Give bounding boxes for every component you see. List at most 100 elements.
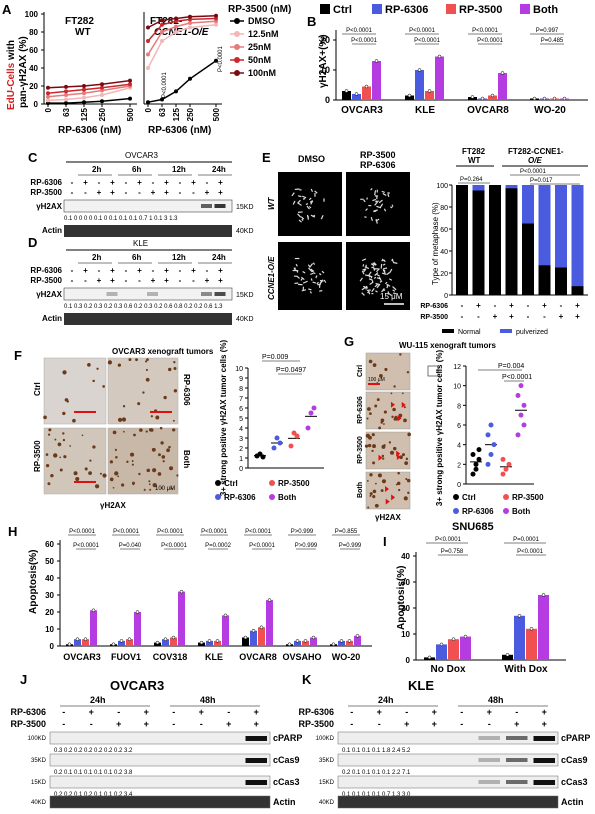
chromosome (309, 291, 312, 294)
chromosome (314, 190, 318, 194)
chromosome (393, 292, 397, 295)
h-point (295, 639, 300, 643)
chromosome (318, 284, 321, 288)
g-legend-label: RP-3500 (512, 493, 544, 502)
i-point (427, 655, 432, 660)
chromosome (308, 197, 312, 201)
a-ytick-label: 0 (34, 100, 39, 109)
chromosome (382, 263, 386, 266)
blot-sign: - (125, 188, 128, 197)
panel-a-legend-title: RP-3500 (nM) (228, 4, 291, 15)
f-point (305, 425, 311, 431)
ihc-stain-dot (372, 461, 376, 465)
ihc-stain-dot (109, 477, 114, 482)
f-point (260, 454, 266, 460)
chromosome (308, 205, 312, 209)
chromosome (294, 282, 299, 285)
chromosome (316, 281, 319, 285)
a-xtick-label: 63 (62, 107, 71, 116)
b-point (500, 71, 505, 75)
e-pval: P=0.264 (460, 177, 483, 183)
i-bar (514, 615, 525, 660)
g-point (500, 456, 506, 462)
blot-sign: - (84, 188, 87, 197)
chromosome (296, 275, 300, 279)
blot-time-label: 48h (488, 695, 504, 705)
blot-sign: + (542, 707, 547, 717)
h-bar (354, 635, 361, 646)
panel-d: D KLE 2h 6h 12h 24hRP-6306RP-3500--+--+++--… (28, 235, 254, 325)
e-sign: + (476, 301, 481, 310)
h-point (111, 642, 116, 647)
arrow-icon (396, 450, 401, 457)
blot-time-label: 24h (378, 695, 394, 705)
h-bar (134, 612, 141, 646)
e-sign: + (509, 301, 514, 310)
blot-label-2: Actin (42, 314, 62, 323)
ihc-stain-dot (84, 467, 88, 471)
h-pval-2: P=0.999 (339, 543, 362, 549)
chromosome (302, 286, 304, 291)
ihc-stain-dot (128, 358, 132, 362)
ihc-stain-dot (150, 428, 154, 432)
ihc-stain-dot (139, 428, 143, 432)
a-wt-point (46, 91, 50, 96)
ihc-stain-dot (94, 484, 100, 489)
chromosome (366, 289, 371, 292)
chromosome (309, 263, 314, 268)
g-point (515, 432, 521, 438)
h-bar (82, 639, 89, 646)
ihc-stain-dot (173, 389, 178, 393)
ihc-stain-dot (99, 472, 102, 475)
panel-e-col2a: RP-3500 (360, 150, 396, 160)
panel-g: G WU-115 xenograft tumors Ctrl RP-6306 RP-… (344, 334, 544, 522)
h-ytick-label: 60 (45, 540, 54, 549)
arrow-icon (397, 415, 402, 422)
blot-sign: - (227, 707, 230, 717)
chromosome (370, 263, 374, 266)
f-legend-marker (269, 480, 275, 486)
blot-sign: - (138, 276, 141, 285)
ihc-image-rp6306 (107, 357, 179, 425)
e-sign: - (543, 312, 546, 321)
b-group-label: WO-20 (534, 105, 566, 116)
b-bar (425, 91, 434, 100)
b-legend-label: Ctrl (333, 4, 352, 16)
b-pval-2: P<0.0001 (351, 38, 378, 44)
chromosome (307, 264, 311, 268)
panel-k-letter: K (302, 672, 312, 687)
blot-sign: + (205, 276, 210, 285)
g-ytick-label: 6 (457, 423, 461, 430)
ihc-stain-dot (170, 487, 173, 490)
a-wt-point (100, 82, 104, 87)
panel-e-ylabel: Type of metaphase (%) (431, 202, 440, 285)
i-group-label: No Dox (431, 664, 466, 675)
h-point (303, 639, 308, 643)
i-point (517, 614, 522, 618)
ihc-stain-dot (107, 360, 113, 365)
blot-band (506, 780, 528, 784)
h-point (259, 625, 264, 630)
blot-mw: 40KD (319, 800, 335, 806)
chromosome (371, 266, 375, 269)
panel-b-ylabel: γH2AX+(%) (318, 34, 329, 88)
ihc-stain-dot (160, 486, 163, 489)
a-oe-point (146, 39, 150, 43)
panel-c: C OVCAR3 2h 6h 12h 24hRP-6306RP-3500--+--++… (28, 150, 254, 237)
ihc-stain-dot (399, 353, 402, 356)
e-sign: + (493, 312, 498, 321)
blot-sign: + (218, 178, 223, 187)
blot-row2-label: RP-3500 (10, 719, 46, 729)
a-xtick-label: 125 (80, 107, 89, 121)
ihc-stain-dot (47, 482, 51, 486)
ihc-stain-dot (369, 412, 372, 415)
panel-a-wt-title: FT282 (65, 16, 94, 27)
i-bar (538, 595, 549, 660)
e-sign: - (477, 312, 480, 321)
h-pval-2: P>0.999 (295, 543, 318, 549)
chromosome (314, 193, 316, 197)
blot-sign: + (191, 178, 196, 187)
chromosome (298, 219, 302, 223)
panel-f-right-rp6306: RP-6306 (182, 374, 191, 406)
blot-time-label: 24h (212, 165, 226, 174)
